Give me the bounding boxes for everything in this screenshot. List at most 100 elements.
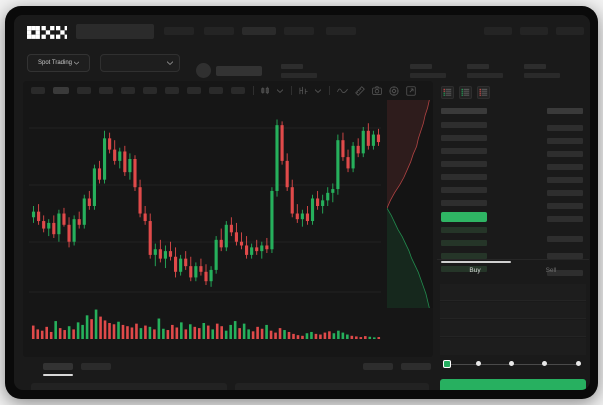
chevron-down-icon[interactable] [315,88,321,93]
chevron-down-icon[interactable] [277,88,283,93]
timeframe-button-3[interactable] [99,87,113,94]
orderbook-ask-row-1[interactable] [441,135,487,141]
ruler-icon[interactable] [355,85,365,96]
timeframe-button-6[interactable] [165,87,179,94]
pair-avatar [196,63,211,78]
timeframe-button-0[interactable] [31,87,45,94]
stat-group-1 [410,64,446,78]
candlestick-svg [29,119,381,293]
orderbook-both-icon[interactable] [441,86,454,99]
stat-group-3 [524,64,560,78]
orderbook-spread-row [441,212,487,222]
candlestick-chart[interactable] [23,100,433,308]
percent-slider[interactable] [443,359,585,369]
orders-panel-0[interactable] [31,383,227,390]
pair-name [216,66,262,76]
stat-value-2 [467,73,503,78]
orders-tab-bar [23,360,433,376]
orders-tab-right-1[interactable] [401,363,431,370]
orders-tab-1[interactable] [81,363,111,370]
line-tool-icon[interactable] [337,87,348,94]
timeframe-button-4[interactable] [121,87,135,94]
orderbook-header-left [441,108,487,114]
orders-tab-right-0[interactable] [363,363,393,370]
okx-logo[interactable] [27,26,67,39]
percent-stop-100[interactable] [576,361,581,366]
orders-tab-active-indicator [43,374,73,376]
timeframe-button-9[interactable] [231,87,245,94]
timeframe-button-5[interactable] [143,87,157,94]
percent-stop-25[interactable] [476,361,481,366]
chart-panel [23,81,433,357]
order-extra-field[interactable] [440,338,586,355]
orderbook-bid-row-3[interactable] [441,266,487,272]
orderbook-right-row-7[interactable] [547,216,583,222]
candlestick-chart-type-icon[interactable] [261,86,270,95]
stat-group-2 [467,64,503,78]
orderbook-right-row-9[interactable] [547,253,583,259]
sell-tab[interactable]: Sell [545,267,557,274]
orders-tab-0[interactable] [43,363,73,370]
indicators-icon[interactable] [299,86,308,95]
orderbook-ask-row-0[interactable] [441,122,487,128]
order-total-field[interactable] [440,320,586,337]
orderbook-asks-icon[interactable] [477,86,490,99]
chart-toolbar [23,81,433,100]
chevron-down-icon [167,61,173,65]
market-type-label: Spot Trading [37,60,73,66]
nav-item-1[interactable] [204,27,234,35]
percent-stop-50[interactable] [509,361,514,366]
orders-panels [23,383,433,390]
orderbook-right-row-8[interactable] [547,236,583,242]
stat-value-0 [281,73,317,78]
orderbook-bid-row-1[interactable] [441,240,487,246]
trading-pair-dropdown[interactable] [100,54,180,72]
nav-item-6[interactable] [520,27,548,35]
orderbook-rows[interactable] [437,104,589,276]
timeframe-button-7[interactable] [187,87,201,94]
timeframe-button-2[interactable] [77,87,91,94]
orderbook-right-row-5[interactable] [547,190,583,196]
camera-icon[interactable] [372,86,382,95]
percent-stop-75[interactable] [542,361,547,366]
nav-item-2[interactable] [242,27,276,35]
timeframe-button-1[interactable] [53,87,69,94]
orderbook-right-row-4[interactable] [547,177,583,183]
orderbook-bid-row-0[interactable] [441,227,487,233]
orderbook-right-row-10[interactable] [547,270,583,276]
orderbook-right-row-2[interactable] [547,151,583,157]
buy-tab[interactable]: Buy [469,267,481,274]
nav-item-7[interactable] [556,27,584,35]
settings-gear-icon[interactable] [389,85,399,96]
orderbook-ask-row-5[interactable] [441,187,487,193]
orderbook-bids-icon[interactable] [459,86,472,99]
toolbar-divider [291,86,292,95]
timeframe-button-8[interactable] [209,87,223,94]
orderbook-ask-row-3[interactable] [441,161,487,167]
stat-label-1 [410,64,432,69]
order-price-field[interactable] [440,284,586,301]
fullscreen-icon[interactable] [406,85,416,96]
orderbook-bid-row-2[interactable] [441,253,487,259]
buy-submit-button[interactable] [440,379,586,390]
order-amount-field[interactable] [440,302,586,319]
market-type-dropdown[interactable]: Spot Trading [27,54,90,72]
nav-item-0[interactable] [164,27,194,35]
search-input[interactable] [76,24,154,39]
orderbook-right-row-1[interactable] [547,138,583,144]
top-navigation-bar [14,15,590,47]
nav-item-5[interactable] [484,27,512,35]
orderbook-ask-row-6[interactable] [441,200,487,206]
chevron-down-icon [74,61,80,65]
nav-item-3[interactable] [284,27,314,35]
nav-item-4[interactable] [326,27,356,35]
orderbook-ask-row-2[interactable] [441,148,487,154]
orders-panel-1[interactable] [235,383,429,390]
toolbar-divider [329,86,330,95]
orderbook-ask-row-4[interactable] [441,174,487,180]
orderbook-right-row-3[interactable] [547,164,583,170]
stat-group-0 [281,64,317,78]
percent-slider-handle[interactable] [443,360,451,368]
orderbook-right-row-0[interactable] [547,125,583,131]
orderbook-right-row-6[interactable] [547,203,583,209]
